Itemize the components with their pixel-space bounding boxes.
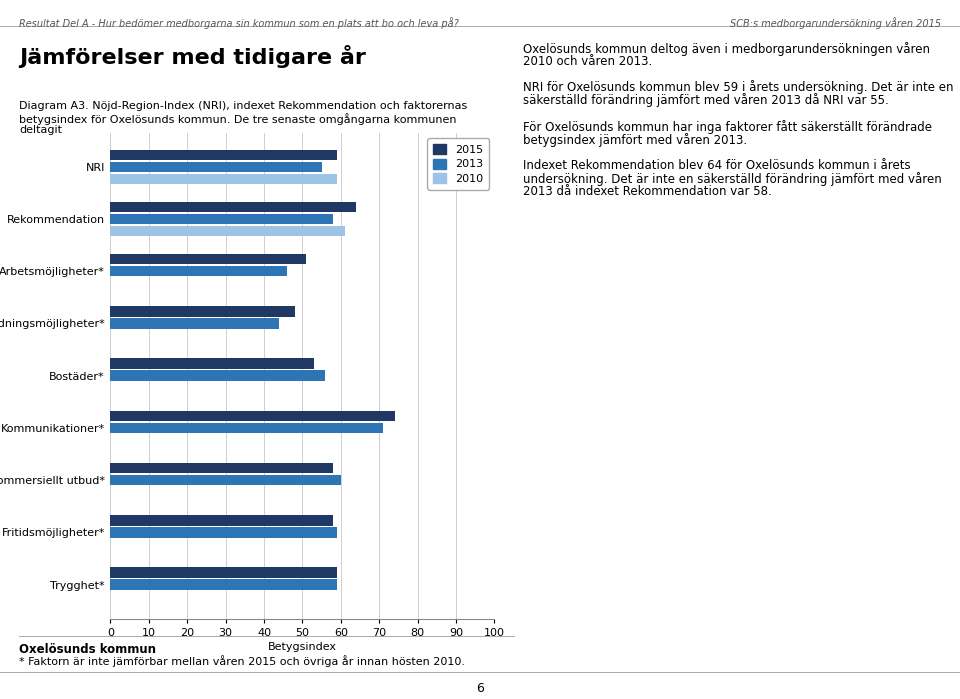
Bar — [110, 515, 333, 526]
Bar — [110, 226, 345, 236]
Text: Diagram A3. Nöjd-Region-Index (NRI), indexet Rekommendation och faktorernas: Diagram A3. Nöjd-Region-Index (NRI), ind… — [19, 101, 468, 111]
Text: Jämförelser med tidigare år: Jämförelser med tidigare år — [19, 45, 366, 69]
Bar — [110, 173, 337, 184]
Text: undersökning. Det är inte en säkerställd förändring jämfört med våren: undersökning. Det är inte en säkerställd… — [523, 172, 942, 186]
Bar — [110, 527, 337, 538]
Text: * Faktorn är inte jämförbar mellan våren 2015 och övriga år innan hösten 2010.: * Faktorn är inte jämförbar mellan våren… — [19, 655, 466, 667]
Bar — [110, 411, 395, 421]
Text: deltagit: deltagit — [19, 125, 62, 135]
Bar — [110, 423, 383, 433]
Text: säkerställd förändring jämfört med våren 2013 då NRI var 55.: säkerställd förändring jämfört med våren… — [523, 93, 889, 107]
Text: Indexet Rekommendation blev 64 för Oxelösunds kommun i årets: Indexet Rekommendation blev 64 för Oxelö… — [523, 159, 911, 173]
Text: För Oxelösunds kommun har inga faktorer fått säkerställt förändrade: För Oxelösunds kommun har inga faktorer … — [523, 120, 932, 134]
Bar — [110, 463, 333, 473]
Bar — [110, 579, 337, 590]
Bar — [110, 150, 337, 160]
Bar — [110, 161, 322, 172]
Text: 2013 då indexet Rekommendation var 58.: 2013 då indexet Rekommendation var 58. — [523, 185, 772, 198]
Text: 6: 6 — [476, 682, 484, 695]
Text: 2010 och våren 2013.: 2010 och våren 2013. — [523, 55, 653, 68]
Text: SCB:s medborgarundersökning våren 2015: SCB:s medborgarundersökning våren 2015 — [730, 17, 941, 29]
Text: NRI för Oxelösunds kommun blev 59 i årets undersökning. Det är inte en: NRI för Oxelösunds kommun blev 59 i året… — [523, 80, 953, 94]
Bar — [110, 359, 314, 369]
Bar — [110, 202, 356, 212]
Text: Oxelösunds kommun: Oxelösunds kommun — [19, 643, 156, 656]
Bar — [110, 254, 306, 264]
Bar — [110, 568, 337, 578]
Text: Resultat Del A - Hur bedömer medborgarna sin kommun som en plats att bo och leva: Resultat Del A - Hur bedömer medborgarna… — [19, 17, 459, 29]
Bar — [110, 370, 325, 381]
Text: Oxelösunds kommun deltog även i medborgarundersökningen våren: Oxelösunds kommun deltog även i medborga… — [523, 42, 930, 56]
Text: betygsindex jämfört med våren 2013.: betygsindex jämfört med våren 2013. — [523, 133, 747, 147]
Bar — [110, 266, 287, 277]
Text: betygsindex för Oxelösunds kommun. De tre senaste omgångarna kommunen: betygsindex för Oxelösunds kommun. De tr… — [19, 113, 457, 125]
Bar — [110, 475, 341, 485]
Bar — [110, 214, 333, 224]
Bar — [110, 318, 279, 329]
Bar — [110, 306, 295, 317]
Legend: 2015, 2013, 2010: 2015, 2013, 2010 — [427, 138, 489, 189]
X-axis label: Betygsindex: Betygsindex — [268, 642, 337, 651]
